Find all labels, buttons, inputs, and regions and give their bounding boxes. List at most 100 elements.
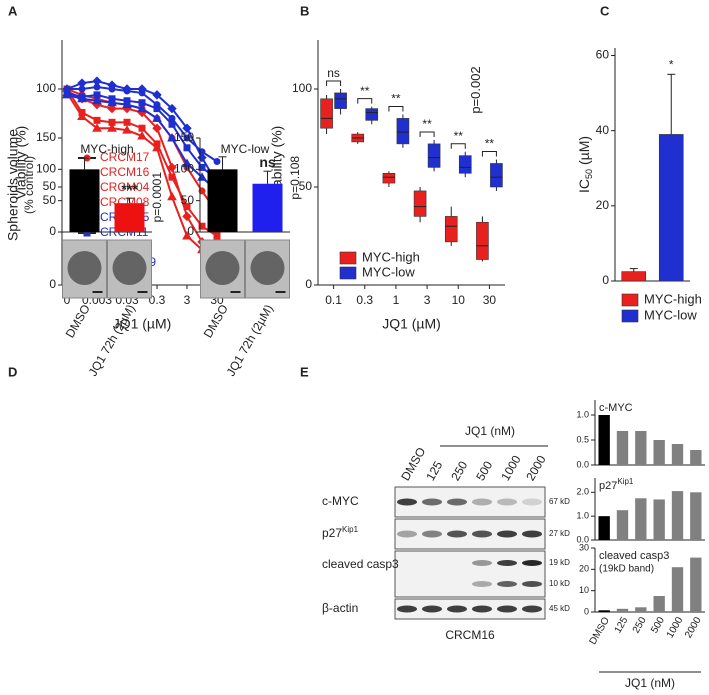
y-axis-label: Spheroids volume: [5, 129, 21, 241]
marker: [213, 232, 221, 240]
legend-swatch: [339, 251, 357, 265]
bar: [621, 271, 647, 282]
p-value: p=0.0001: [150, 172, 164, 223]
panel-label: C: [600, 3, 610, 18]
blot-frame: [394, 550, 546, 598]
marker: [167, 103, 177, 114]
x-tick-label: DMSO: [63, 302, 93, 340]
bar: [207, 169, 238, 232]
y-tick-label: 100: [36, 162, 56, 176]
blot-frame: [394, 486, 546, 518]
bracket: [326, 80, 342, 86]
marker: [167, 191, 177, 201]
band: [447, 498, 467, 506]
marker: [77, 111, 87, 120]
legend-swatch: [339, 266, 357, 280]
legend-label: CRCM17: [100, 150, 150, 164]
y-tick-label: 0: [305, 277, 312, 291]
x-tick-label: 30: [483, 293, 497, 307]
y-tick-label: 40: [596, 123, 610, 137]
box: [320, 98, 333, 129]
band: [522, 498, 542, 506]
x-tick-label: DMSO: [588, 615, 613, 647]
bracket: [450, 143, 466, 149]
y-axis-label: IC50 (µM): [576, 136, 595, 193]
marker: [152, 113, 162, 122]
marker: [213, 158, 221, 166]
x-tick-label: DMSO: [201, 302, 231, 340]
bar: [690, 492, 702, 540]
y-tick-label: 100: [292, 81, 312, 95]
size-label: 67 kD: [549, 497, 570, 506]
x-tick-label: 1000: [665, 615, 686, 640]
lane-label: 500: [473, 458, 495, 483]
marker: [182, 123, 192, 133]
y-tick-label: 60: [596, 48, 610, 62]
x-tick-label: 125: [613, 615, 631, 635]
x-tick-label: JQ1 72h (2µM): [86, 302, 138, 379]
band: [497, 560, 517, 566]
lane-label: 125: [423, 458, 445, 483]
marker: [138, 124, 146, 132]
band: [472, 498, 492, 506]
cell-line: CRCM16: [445, 628, 495, 642]
band: [472, 581, 492, 587]
box: [427, 143, 441, 168]
bar: [653, 499, 665, 540]
legend-label: CRCM16: [100, 165, 150, 179]
bar: [598, 516, 610, 540]
bar: [616, 608, 629, 612]
box: [365, 108, 379, 121]
marker: [167, 162, 177, 173]
row-label: c-MYC: [322, 494, 359, 508]
bracket: [357, 98, 373, 104]
bar: [671, 444, 684, 465]
marker: [183, 134, 191, 142]
spheroid: [250, 251, 285, 285]
annotation: *: [669, 57, 674, 71]
annotation: ns: [259, 154, 276, 170]
bar: [616, 510, 629, 540]
y-tick-label: 20: [596, 198, 610, 212]
size-label: 45 kD: [549, 604, 570, 613]
lane-label: 1000: [498, 453, 524, 483]
y-tick-label: 0: [602, 273, 609, 287]
marker: [198, 163, 206, 171]
y-tick-label: 0: [584, 606, 589, 616]
p-value: p=0.108: [288, 156, 302, 200]
bar: [671, 567, 684, 612]
size-label: 19 kD: [549, 558, 570, 567]
y-tick-label: 50: [43, 179, 57, 193]
row-label: p27Kip1: [322, 525, 359, 541]
box: [396, 118, 410, 145]
marker: [182, 158, 192, 167]
legend-label: MYC-high: [644, 291, 702, 306]
legend-swatch: [621, 309, 639, 323]
x-tick-label: 2000: [683, 615, 704, 640]
marker: [62, 89, 72, 99]
bar: [114, 203, 145, 232]
marker: [77, 78, 87, 88]
marker: [152, 90, 162, 100]
bar: [671, 491, 684, 540]
marker: [167, 132, 177, 142]
band: [397, 498, 417, 506]
marker: [152, 142, 162, 152]
bar: [598, 415, 610, 465]
band: [397, 605, 417, 613]
box: [413, 190, 427, 217]
x-tick-label: 500: [649, 615, 667, 635]
marker: [137, 84, 147, 94]
marker: [137, 131, 147, 140]
band: [522, 560, 542, 566]
x-tick-label: 3: [424, 293, 431, 307]
marker: [93, 116, 101, 124]
band: [472, 605, 492, 613]
chart-title: MYC-low: [221, 142, 270, 156]
treatment-label: JQ1 (nM): [465, 424, 515, 438]
marker: [122, 99, 132, 109]
band: [422, 605, 442, 613]
y-tick-label: 10: [579, 585, 589, 595]
marker: [92, 123, 102, 132]
